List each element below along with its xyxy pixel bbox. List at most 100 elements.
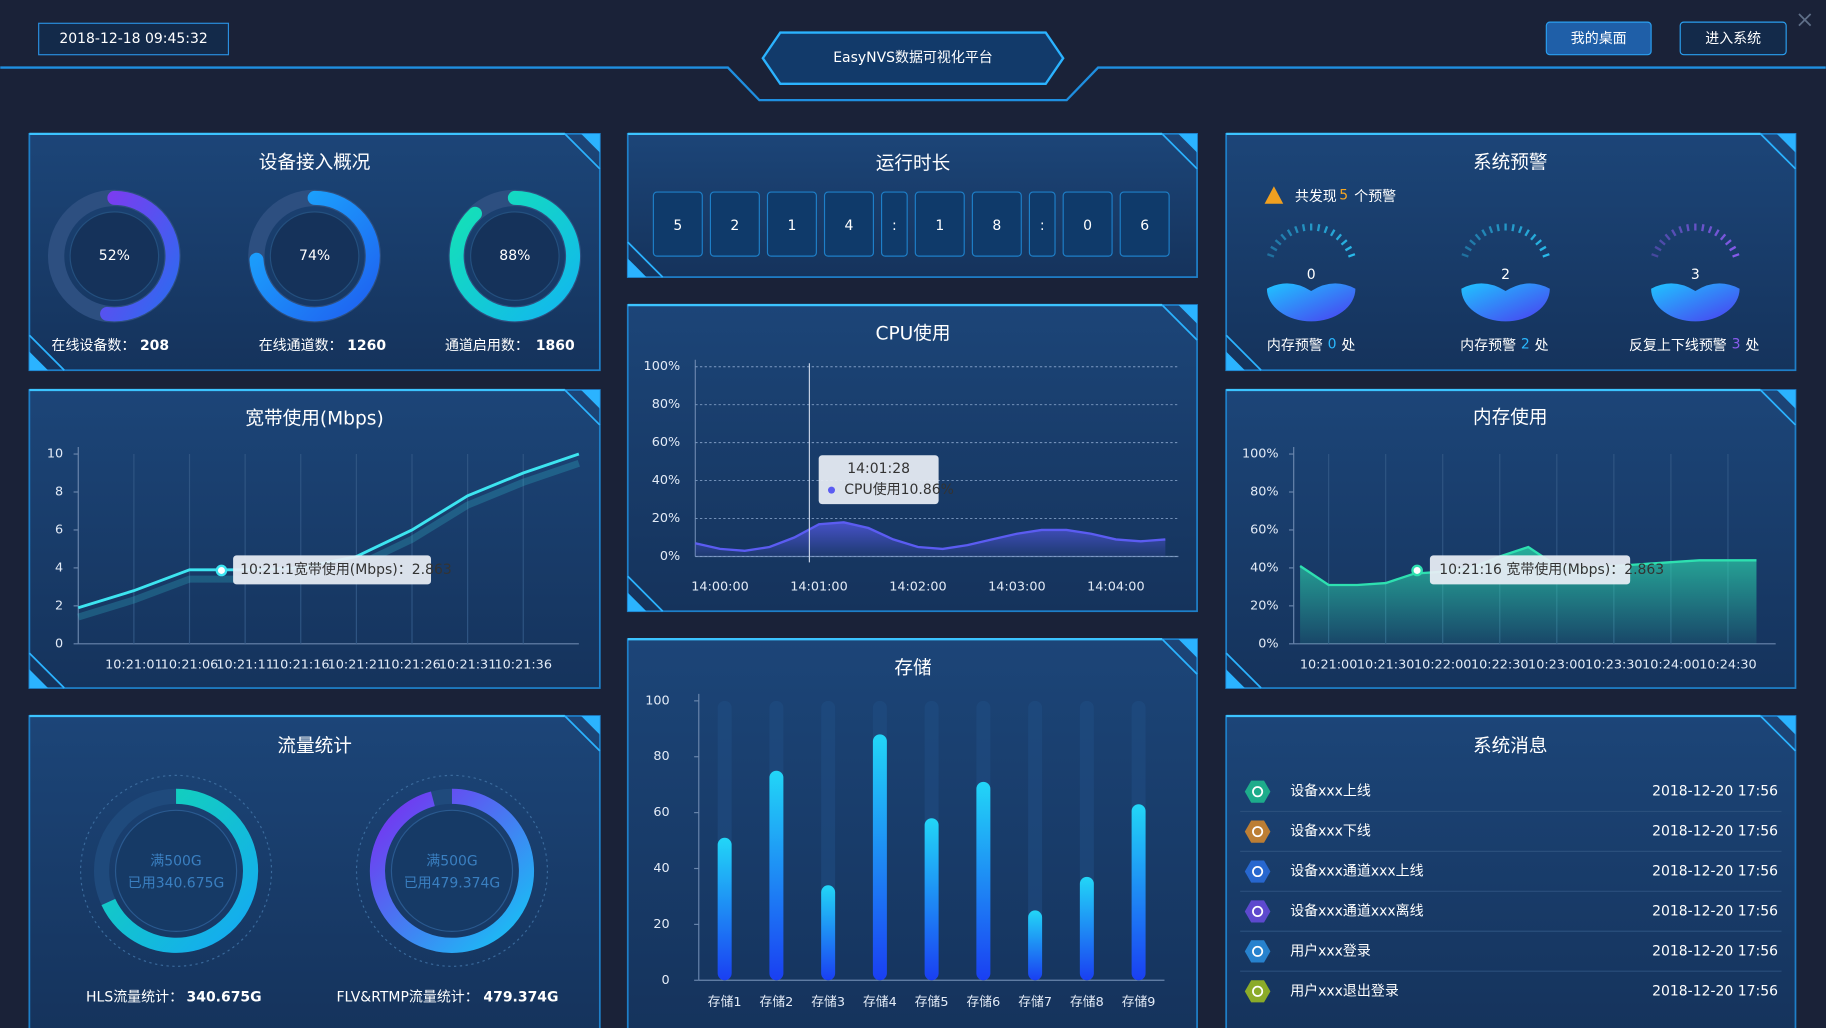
digit-box [1028,191,1056,257]
digit: 2 [730,218,739,234]
alert-bowl [1651,283,1740,322]
gauge-percent: 52% [99,248,130,264]
x-tick-label: 存储4 [863,995,897,1010]
ring-caption: FLV&RTMP流量统计： [336,990,478,1006]
x-tick-label: 存储9 [1122,995,1156,1010]
y-tick-label: 20% [1250,598,1278,613]
bar [821,885,836,981]
alert-unit: 处 [1745,338,1759,354]
y-tick-label: 4 [55,560,63,575]
digit: : [1040,218,1045,234]
tooltip [818,455,939,505]
bar [1079,876,1094,981]
digit: : [892,218,897,234]
gauge-count: 1260 [347,338,386,354]
x-tick-label: 存储7 [1018,995,1052,1010]
panel-title: 运行时长 [876,154,950,175]
x-tick-label: 10:21:01 [105,657,162,672]
x-tick-label: 存储2 [760,995,794,1010]
panel-corner [1178,639,1198,658]
y-tick-label: 100 [645,693,669,708]
x-tick-label: 10:21:21 [328,657,385,672]
panel-corner [28,334,65,371]
gauge-count: 1860 [536,338,575,354]
ring-inner [390,809,514,932]
message-text: 设备xxx通道xxx离线 [1290,902,1423,919]
tooltip-dot [215,564,228,577]
gauge-label: 通道启用数： [445,338,529,354]
y-tick-label: 0 [55,636,63,651]
gauge-tick [1469,239,1477,246]
panel-corner [581,133,600,153]
datetime: 2018-12-18 09:45:32 [59,31,207,47]
ring-inner [114,809,238,932]
y-tick-label: 60% [652,435,680,450]
message-time: 2018-12-20 17:56 [1652,864,1778,880]
message-icon [1244,940,1271,963]
gauge-tick [1316,224,1321,232]
message-icon [1244,900,1271,923]
digit-box [1119,191,1170,257]
panel-corner [564,133,601,170]
message-time: 2018-12-20 17:56 [1652,903,1778,919]
button[interactable] [1679,21,1787,56]
gauge-tick [1658,239,1666,246]
digit-box [709,191,760,257]
panel [28,389,601,689]
gauge-tick [1542,253,1550,258]
panel-corner [627,592,647,612]
panel-corner [28,652,65,689]
bar [872,734,887,981]
button[interactable] [1545,21,1652,56]
panel-corner [627,241,664,278]
gauge-tick [1301,224,1306,232]
alert-bowl [1461,283,1550,322]
digit: 8 [992,218,1001,234]
y-tick-label: 60% [1250,522,1278,537]
bar [976,781,991,981]
ring-used: 已用340.675G [128,876,225,892]
button-label[interactable]: 进入系统 [1705,31,1761,47]
panel-corner [1776,390,1796,409]
y-tick-label: 10 [47,447,63,462]
message-icon-glyph [1252,826,1264,838]
alert-value: 2 [1501,267,1510,283]
y-tick-label: 0 [662,973,670,988]
bar [1131,804,1146,981]
x-tick-label: 存储6 [966,995,1000,1010]
panel-corner [564,715,601,752]
y-tick-label: 60 [653,805,669,820]
gauge-tick [1535,239,1543,246]
x-tick-label: 14:04:00 [1087,579,1144,594]
x-tick-label: 10:21:36 [495,657,552,672]
close-icon[interactable] [1798,13,1812,27]
tooltip-dot [1411,564,1423,577]
gauge-tick [1664,233,1671,241]
message-icon [1244,860,1271,883]
panel-corner [1161,638,1198,675]
x-tick-label: 14:02:00 [889,579,946,594]
gauge-tick [1678,225,1683,234]
gauge-tick [1474,233,1482,241]
ring-total: 340.675G [187,990,262,1006]
alert-unit: 处 [1341,338,1355,354]
y-tick-label: 40% [1250,560,1278,575]
button-label[interactable]: 我的桌面 [1571,31,1627,47]
ring-caption: HLS流量统计： [86,990,183,1006]
gauge-arc [449,190,580,322]
ring-outer [80,774,273,967]
y-tick-label: 20% [652,511,680,526]
gauge-tick [1323,225,1329,234]
tooltip [1429,555,1631,585]
x-tick-label: 10:21:16 [272,657,329,672]
x-tick-label: 存储8 [1070,995,1104,1010]
digit-box [823,191,874,257]
digit: 1 [935,218,944,234]
x-tick-label: 10:23:30 [1585,657,1642,672]
gauge-count: 208 [140,338,169,354]
panel-title: 设备接入概况 [259,152,371,173]
panel-corner [1759,715,1797,752]
y-tick-label: 20 [653,917,669,932]
datetime-box [38,22,230,56]
